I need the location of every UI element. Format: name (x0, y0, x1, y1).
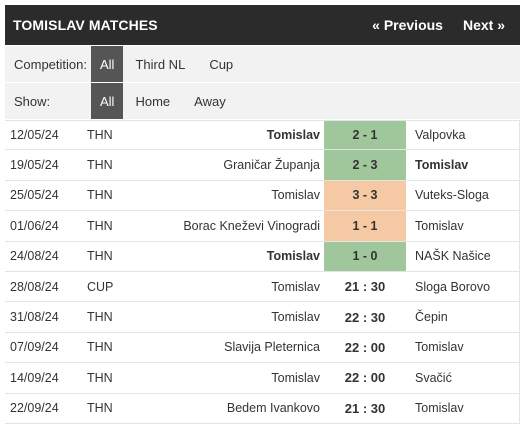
match-row[interactable]: 12/05/24 THN Tomislav 2 - 1 Valpovka (5, 120, 520, 151)
match-score: 22 : 00 (344, 370, 386, 386)
show-away-tab[interactable]: Away (194, 93, 226, 109)
row-divider (519, 332, 520, 363)
match-competition: THN (87, 188, 113, 203)
match-competition: THN (87, 158, 113, 173)
away-team[interactable]: Tomislav (415, 401, 464, 416)
match-row[interactable]: 25/05/24 THN Tomislav 3 - 3 Vuteks-Sloga (5, 180, 520, 212)
match-date: 22/09/24 (10, 401, 59, 416)
match-competition: THN (87, 310, 113, 325)
next-button[interactable]: Next » (462, 17, 505, 33)
show-all-tab[interactable]: All (91, 83, 124, 119)
home-team[interactable]: Graničar Županja (223, 158, 320, 173)
competition-third-nl-tab[interactable]: Third NL (135, 56, 186, 72)
home-team[interactable]: Borac Kneževi Vinogradi (183, 218, 320, 233)
show-filter: Show: All Home Away (5, 83, 520, 119)
home-team[interactable]: Bedem Ivankovo (226, 401, 320, 416)
home-team[interactable]: Tomislav (266, 128, 320, 143)
match-row[interactable]: 22/09/24 THN Bedem Ivankovo 21 : 30 Tomislav (5, 393, 520, 424)
match-row[interactable]: 24/08/24 THN Tomislav 1 - 0 NAŠK Našice (5, 241, 520, 272)
match-date: 24/08/24 (10, 249, 59, 264)
match-row[interactable]: 07/09/24 THN Slavija Pleternica 22 : 00 Tomi… (5, 332, 520, 364)
match-date: 28/08/24 (10, 279, 59, 294)
match-score: 1 - 1 (324, 211, 406, 241)
row-divider (519, 211, 520, 241)
pagination: « Previous Next » (372, 17, 505, 33)
match-date: 25/05/24 (10, 188, 59, 203)
match-score: 21 : 30 (344, 279, 386, 295)
match-competition: THN (87, 340, 113, 355)
row-divider (519, 121, 520, 150)
match-row[interactable]: 28/08/24 CUP Tomislav 21 : 30 Sloga Borovo (5, 271, 520, 303)
match-date: 12/05/24 (10, 128, 59, 143)
competition-cup-tab[interactable]: Cup (209, 56, 234, 72)
row-divider (519, 393, 520, 423)
row-divider (519, 241, 520, 271)
match-row[interactable]: 14/09/24 THN Tomislav 22 : 00 Svačić (5, 363, 520, 394)
match-score: 3 - 3 (324, 180, 406, 211)
away-team[interactable]: Čepin (415, 310, 448, 325)
competition-filter: Competition: All Third NL Cup (5, 46, 520, 82)
match-score: 22 : 30 (344, 309, 386, 325)
away-team[interactable]: Tomislav (415, 340, 464, 355)
match-competition: THN (87, 218, 113, 233)
home-team[interactable]: Tomislav (271, 188, 320, 203)
match-competition: THN (87, 249, 113, 264)
header-bar: TOMISLAV MATCHES « Previous Next » (5, 5, 520, 45)
match-competition: THN (87, 370, 113, 385)
show-home-tab[interactable]: Home (135, 93, 171, 109)
home-team[interactable]: Tomislav (271, 310, 320, 325)
match-date: 07/09/24 (10, 340, 59, 355)
away-team[interactable]: Tomislav (415, 158, 469, 173)
match-competition: CUP (87, 279, 114, 294)
away-team[interactable]: Tomislav (415, 218, 464, 233)
match-score: 1 - 0 (324, 241, 406, 271)
page-title: TOMISLAV MATCHES (13, 17, 158, 33)
row-divider (519, 150, 520, 180)
match-score: 21 : 30 (344, 400, 386, 416)
match-score: 22 : 00 (344, 339, 386, 355)
home-team[interactable]: Slavija Pleternica (224, 340, 320, 355)
row-divider (519, 363, 520, 393)
competition-label: Competition: (14, 56, 87, 72)
home-team[interactable]: Tomislav (271, 279, 320, 294)
row-divider (519, 180, 520, 211)
home-team[interactable]: Tomislav (266, 249, 320, 264)
match-row[interactable]: 31/08/24 THN Tomislav 22 : 30 Čepin (5, 302, 520, 333)
match-date: 01/06/24 (10, 218, 59, 233)
row-divider (519, 302, 520, 332)
match-table: 12/05/24 THN Tomislav 2 - 1 Valpovka 19/05/24… (5, 120, 520, 424)
match-score: 2 - 3 (324, 150, 406, 180)
match-date: 19/05/24 (10, 158, 59, 173)
away-team[interactable]: NAŠK Našice (415, 249, 491, 264)
match-score: 2 - 1 (324, 121, 406, 150)
show-label: Show: (14, 93, 51, 109)
match-competition: THN (87, 401, 113, 416)
match-date: 14/09/24 (10, 370, 59, 385)
away-team[interactable]: Sloga Borovo (415, 279, 491, 294)
row-divider (519, 271, 520, 302)
match-date: 31/08/24 (10, 310, 59, 325)
competition-all-tab[interactable]: All (91, 46, 124, 82)
home-team[interactable]: Tomislav (271, 370, 320, 385)
match-row[interactable]: 19/05/24 THN Graničar Županja 2 - 3 Tomislav (5, 150, 520, 181)
previous-button[interactable]: « Previous (372, 17, 443, 33)
away-team[interactable]: Valpovka (415, 128, 466, 143)
away-team[interactable]: Vuteks-Sloga (415, 188, 489, 203)
away-team[interactable]: Svačić (415, 370, 452, 385)
match-row[interactable]: 01/06/24 THN Borac Kneževi Vinogradi 1 - 1 T… (5, 211, 520, 242)
match-competition: THN (87, 128, 113, 143)
